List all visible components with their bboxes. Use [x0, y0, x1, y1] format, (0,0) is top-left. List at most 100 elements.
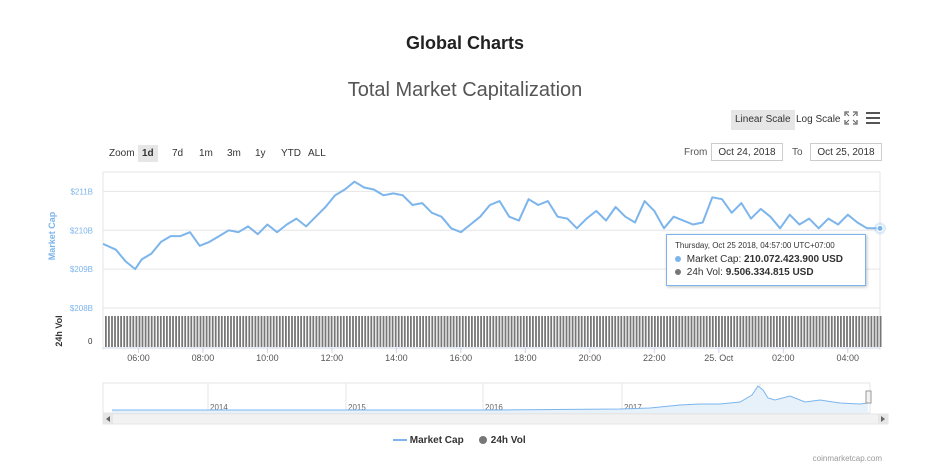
- volume-bar: [123, 316, 126, 347]
- volume-bar: [403, 316, 406, 347]
- from-date-input[interactable]: [711, 143, 783, 161]
- circle-swatch-icon: [479, 436, 487, 445]
- volume-bar: [687, 316, 690, 347]
- from-label: From: [684, 147, 708, 158]
- volume-bar: [480, 316, 482, 347]
- x-tick-label: 22:00: [643, 353, 666, 363]
- zoom-3m-button[interactable]: 3m: [227, 148, 241, 159]
- volume-bar: [876, 316, 879, 347]
- volume-bar: [718, 316, 720, 347]
- volume-bar: [239, 316, 241, 347]
- volume-bar: [486, 316, 489, 347]
- legend-market-cap[interactable]: Market Cap: [393, 435, 464, 446]
- volume-bar: [303, 316, 306, 347]
- volume-bar: [529, 316, 531, 347]
- linear-scale-button[interactable]: Linear Scale: [731, 110, 795, 130]
- volume-bar: [230, 316, 232, 347]
- volume-bar: [830, 316, 833, 347]
- volume-bar: [388, 316, 391, 347]
- credit-link[interactable]: coinmarketcap.com: [812, 454, 882, 463]
- zoom-1m-button[interactable]: 1m: [199, 148, 213, 159]
- volume-bar: [135, 316, 138, 347]
- volume-bar: [635, 316, 638, 347]
- volume-bar: [870, 316, 873, 347]
- legend-volume[interactable]: 24h Vol: [478, 435, 526, 446]
- volume-bar: [306, 316, 309, 347]
- volume-bar: [617, 316, 620, 347]
- volume-bar: [129, 316, 132, 347]
- volume-bar: [602, 316, 604, 347]
- zoom-7d-button[interactable]: 7d: [172, 148, 184, 159]
- volume-bar: [437, 316, 440, 347]
- tooltip-market-cap-value: 210.072.423.900 USD: [744, 254, 843, 265]
- volume-bar: [501, 316, 504, 347]
- y-tick-label: $209B: [70, 265, 93, 274]
- legend-volume-label: 24h Vol: [490, 435, 526, 446]
- volume-bar: [763, 316, 766, 347]
- volume-bar: [739, 316, 742, 347]
- zoom-all-button[interactable]: ALL: [308, 148, 326, 159]
- volume-bar: [169, 316, 171, 347]
- scrollbar-track[interactable]: [102, 413, 889, 425]
- volume-bar: [711, 316, 714, 347]
- volume-bar: [504, 316, 507, 347]
- volume-bar: [556, 316, 559, 347]
- volume-bar: [736, 316, 739, 347]
- volume-bar: [510, 316, 513, 347]
- volume-bar: [779, 316, 781, 347]
- volume-bar: [196, 316, 199, 347]
- navigator-line: [112, 385, 869, 411]
- volume-bar: [632, 316, 635, 347]
- volume-bar: [516, 316, 519, 347]
- volume-bar: [416, 316, 418, 347]
- log-scale-button[interactable]: Log Scale: [796, 114, 841, 125]
- volume-bar: [285, 316, 287, 347]
- scroll-left-icon: [106, 416, 110, 422]
- volume-bar: [233, 316, 235, 347]
- volume-bar: [339, 316, 342, 347]
- tooltip-market-cap-row: Market Cap: 210.072.423.900 USD: [675, 253, 857, 266]
- volume-bar: [553, 316, 556, 347]
- volume-bar: [498, 316, 501, 347]
- volume-bar: [788, 316, 790, 347]
- volume-bar: [242, 316, 245, 347]
- volume-bar: [681, 316, 684, 347]
- zoom-1d-button[interactable]: 1d: [138, 145, 158, 162]
- volume-bar: [650, 316, 653, 347]
- volume-bar: [565, 316, 568, 347]
- volume-bar: [355, 316, 357, 347]
- volume-bar: [532, 316, 534, 347]
- volume-bar: [175, 316, 177, 347]
- volume-bar: [852, 316, 854, 347]
- volume-bar: [696, 316, 699, 347]
- volume-bar: [489, 316, 492, 347]
- y-tick-label: $208B: [70, 304, 93, 313]
- to-date-input[interactable]: [810, 143, 882, 161]
- volume-bar: [571, 316, 574, 347]
- volume-bar: [791, 316, 793, 347]
- x-tick-label: 08:00: [192, 353, 215, 363]
- volume-bar: [769, 316, 772, 347]
- fullscreen-icon[interactable]: [844, 111, 858, 125]
- navigator-handle: [865, 390, 872, 404]
- hover-point: [876, 224, 884, 232]
- zoom-1y-button[interactable]: 1y: [255, 148, 266, 159]
- volume-bar: [507, 316, 510, 347]
- volume-bar: [538, 316, 540, 347]
- volume-bar: [407, 316, 409, 347]
- volume-bar: [690, 316, 693, 347]
- volume-bar: [522, 316, 525, 347]
- volume-bar: [440, 316, 443, 347]
- volume-bar: [846, 316, 848, 347]
- tooltip-market-cap-label: Market Cap:: [686, 254, 742, 265]
- navigator-area: [112, 386, 868, 413]
- volume-bar: [321, 316, 324, 347]
- volume-bar: [837, 316, 839, 347]
- volume-bar: [794, 316, 797, 347]
- volume-bar: [580, 316, 583, 347]
- volume-bar: [821, 316, 824, 347]
- zoom-ytd-button[interactable]: YTD: [281, 148, 301, 159]
- menu-icon[interactable]: [866, 112, 880, 124]
- volume-bar: [861, 316, 864, 347]
- volume-bar: [431, 316, 434, 347]
